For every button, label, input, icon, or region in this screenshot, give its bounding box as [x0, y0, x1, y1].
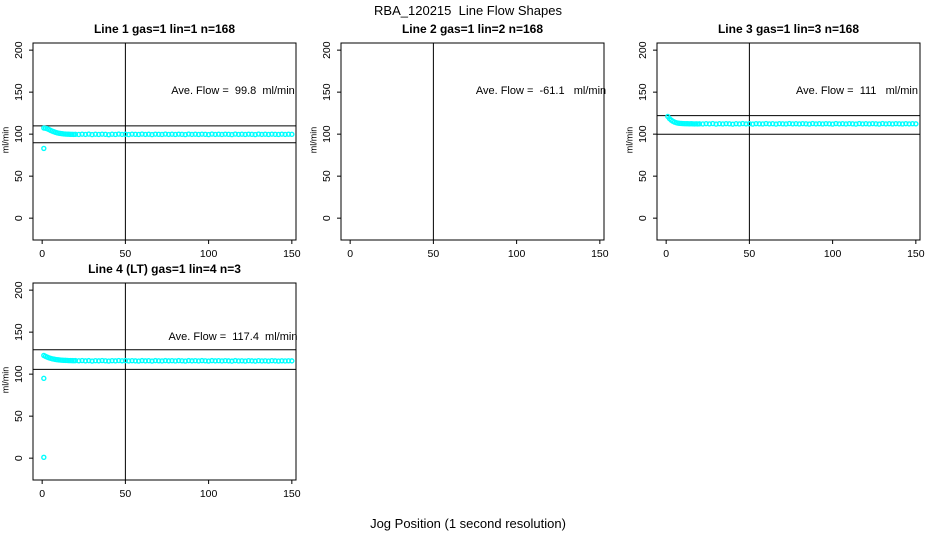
ave-flow-annotation-line4: Ave. Flow = 117.4 ml/min: [168, 331, 298, 343]
y-tick-label-line3: 100: [637, 125, 649, 143]
y-tick-label-line1: 0: [13, 215, 25, 221]
y-tick-label-line1: 100: [13, 125, 25, 143]
data-point-line1: [41, 145, 47, 152]
data-point-line4: [41, 375, 47, 382]
x-tick-label-line2: 100: [508, 248, 526, 260]
x-tick-label-line1: 0: [39, 248, 45, 260]
data-point-line1: [289, 131, 295, 138]
plot-box-line2: [340, 42, 605, 241]
data-point-line4: [289, 358, 295, 364]
y-tick-label-line1: 200: [13, 41, 25, 59]
y-axis-label-line3: ml/min: [624, 126, 635, 154]
plot-box-line4: [32, 282, 297, 481]
x-tick-label-line1: 150: [283, 248, 301, 260]
y-tick-label-line2: 50: [321, 170, 333, 182]
x-axis-label: Jog Position (1 second resolution): [370, 516, 566, 531]
x-tick-label-line3: 50: [744, 248, 756, 260]
y-tick-label-line2: 100: [321, 125, 333, 143]
x-tick-label-line3: 100: [824, 248, 842, 260]
x-tick-label-line3: 150: [907, 248, 925, 260]
plot-box-line3: [656, 42, 921, 241]
y-tick-label-line3: 50: [637, 170, 649, 182]
data-point-line3: [913, 121, 919, 127]
y-tick-label-line3: 150: [637, 83, 649, 101]
y-tick-label-line3: 0: [637, 215, 649, 221]
subplot-title-line1: Line 1 gas=1 lin=1 n=168: [93, 22, 236, 36]
y-tick-label-line2: 0: [321, 215, 333, 221]
y-tick-label-line4: 50: [13, 410, 25, 422]
ave-flow-annotation-line3: Ave. Flow = 111 ml/min: [796, 85, 918, 97]
x-tick-label-line1: 100: [200, 248, 218, 260]
x-tick-label-line1: 50: [120, 248, 132, 260]
y-tick-label-line4: 100: [13, 365, 25, 383]
x-tick-label-line4: 100: [200, 488, 218, 500]
ave-flow-annotation-line1: Ave. Flow = 99.8 ml/min: [171, 85, 295, 97]
y-tick-label-line1: 150: [13, 83, 25, 101]
y-tick-label-line4: 150: [13, 323, 25, 341]
x-tick-label-line4: 0: [39, 488, 45, 500]
y-tick-label-line2: 150: [321, 83, 333, 101]
subplot-title-line2: Line 2 gas=1 lin=2 n=168: [401, 22, 544, 36]
subplot-title-line3: Line 3 gas=1 lin=3 n=168: [717, 22, 860, 36]
y-axis-label-line2: ml/min: [308, 126, 319, 154]
x-tick-label-line4: 150: [283, 488, 301, 500]
subplot-title-line4: Line 4 (LT) gas=1 lin=4 n=3: [88, 262, 241, 276]
x-tick-label-line3: 0: [663, 248, 669, 260]
y-tick-label-line2: 200: [321, 41, 333, 59]
data-point-line4: [41, 454, 47, 461]
x-tick-label-line4: 50: [120, 488, 132, 500]
y-axis-label-line4: ml/min: [0, 366, 11, 394]
x-tick-label-line2: 50: [428, 248, 440, 260]
y-tick-label-line1: 50: [13, 170, 25, 182]
plot-box-line1: [32, 42, 297, 241]
y-tick-label-line4: 200: [13, 281, 25, 299]
main-title: RBA_120215 Line Flow Shapes: [374, 3, 562, 18]
x-tick-label-line2: 150: [591, 248, 609, 260]
y-tick-label-line3: 200: [637, 41, 649, 59]
x-tick-label-line2: 0: [347, 248, 353, 260]
y-tick-label-line4: 0: [13, 455, 25, 461]
y-axis-label-line1: ml/min: [0, 126, 11, 154]
ave-flow-annotation-line2: Ave. Flow = -61.1 ml/min: [475, 85, 607, 97]
